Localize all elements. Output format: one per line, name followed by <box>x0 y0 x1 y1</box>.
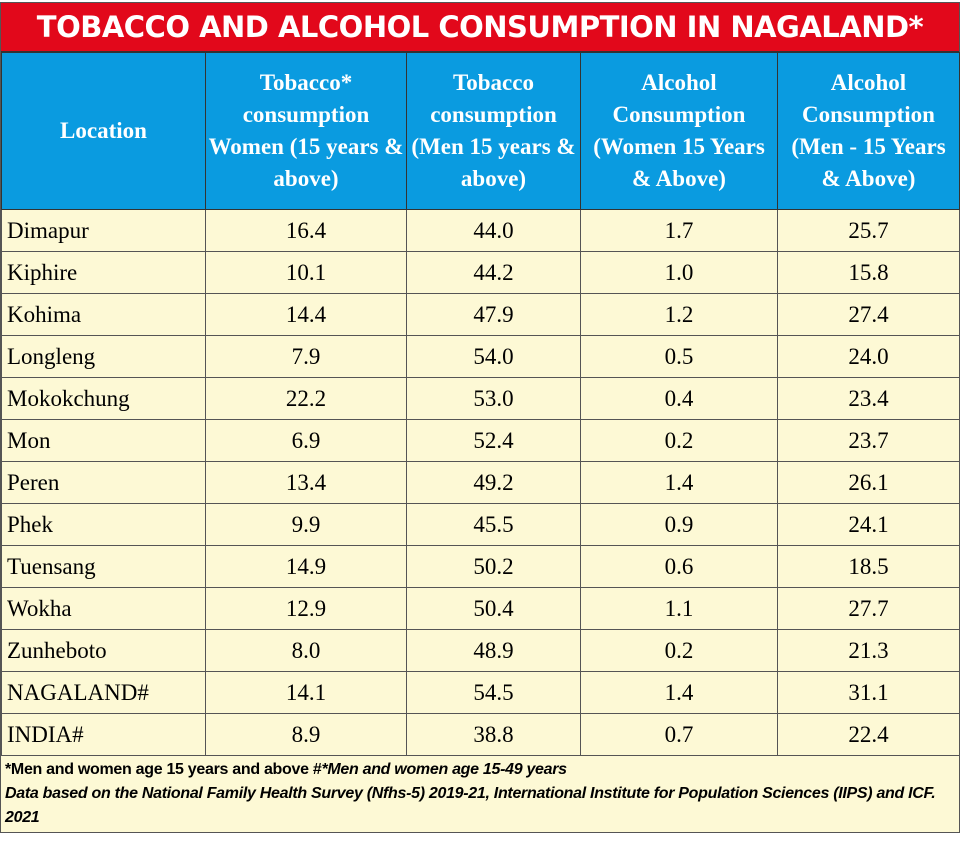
value-cell: 15.8 <box>777 251 960 294</box>
column-header: Tobacco* consumption Women (15 years & a… <box>205 52 407 210</box>
footnote-age-15-above: *Men and women age 15 years and above # <box>5 761 322 778</box>
value-cell: 44.2 <box>406 251 581 294</box>
table-row: Mokokchung 22.2 53.0 0.4 23.4 <box>1 377 960 420</box>
table-row: Zunheboto 8.0 48.9 0.2 21.3 <box>1 629 960 672</box>
location-cell: Tuensang <box>1 545 206 588</box>
footnote-age-15-49: *Men and women age 15-49 years <box>321 761 567 778</box>
table-row: Kohima 14.4 47.9 1.2 27.4 <box>1 293 960 336</box>
value-cell: 45.5 <box>406 503 581 546</box>
location-cell: INDIA# <box>1 713 206 756</box>
location-cell: Zunheboto <box>1 629 206 672</box>
location-cell: Longleng <box>1 335 206 378</box>
value-cell: 26.1 <box>777 461 960 504</box>
footnote-definitions: *Men and women age 15 years and above #*… <box>5 758 955 782</box>
value-cell: 14.4 <box>205 293 407 336</box>
value-cell: 23.7 <box>777 419 960 462</box>
location-cell: NAGALAND# <box>1 671 206 714</box>
value-cell: 50.2 <box>406 545 581 588</box>
value-cell: 0.7 <box>580 713 778 756</box>
value-cell: 23.4 <box>777 377 960 420</box>
value-cell: 1.4 <box>580 461 778 504</box>
table-row: Tuensang 14.9 50.2 0.6 18.5 <box>1 545 960 588</box>
value-cell: 8.9 <box>205 713 407 756</box>
value-cell: 0.2 <box>580 419 778 462</box>
value-cell: 48.9 <box>406 629 581 672</box>
value-cell: 27.4 <box>777 293 960 336</box>
value-cell: 31.1 <box>777 671 960 714</box>
value-cell: 18.5 <box>777 545 960 588</box>
table-row: Dimapur 16.4 44.0 1.7 25.7 <box>1 209 960 252</box>
table-row: INDIA# 8.9 38.8 0.7 22.4 <box>1 713 960 756</box>
value-cell: 0.5 <box>580 335 778 378</box>
footnote-source: Data based on the National Family Health… <box>5 785 936 826</box>
table-row: Phek 9.9 45.5 0.9 24.1 <box>1 503 960 546</box>
value-cell: 13.4 <box>205 461 407 504</box>
value-cell: 53.0 <box>406 377 581 420</box>
footnotes: *Men and women age 15 years and above #*… <box>1 756 959 832</box>
location-cell: Kohima <box>1 293 206 336</box>
location-cell: Kiphire <box>1 251 206 294</box>
table-row: Mon 6.9 52.4 0.2 23.7 <box>1 419 960 462</box>
data-table: Location Tobacco* consumption Women (15 y… <box>1 52 960 756</box>
table-row: Wokha 12.9 50.4 1.1 27.7 <box>1 587 960 630</box>
column-header: Tobacco consumption (Men 15 years & abov… <box>406 52 581 210</box>
value-cell: 54.0 <box>406 335 581 378</box>
table-row: Longleng 7.9 54.0 0.5 24.0 <box>1 335 960 378</box>
location-cell: Mon <box>1 419 206 462</box>
value-cell: 16.4 <box>205 209 407 252</box>
value-cell: 22.2 <box>205 377 407 420</box>
value-cell: 52.4 <box>406 419 581 462</box>
value-cell: 27.7 <box>777 587 960 630</box>
value-cell: 9.9 <box>205 503 407 546</box>
value-cell: 24.0 <box>777 335 960 378</box>
column-header: Location <box>1 52 206 210</box>
table-row: Peren 13.4 49.2 1.4 26.1 <box>1 461 960 504</box>
value-cell: 49.2 <box>406 461 581 504</box>
value-cell: 22.4 <box>777 713 960 756</box>
value-cell: 0.2 <box>580 629 778 672</box>
value-cell: 24.1 <box>777 503 960 546</box>
value-cell: 54.5 <box>406 671 581 714</box>
table-row: Kiphire 10.1 44.2 1.0 15.8 <box>1 251 960 294</box>
value-cell: 0.9 <box>580 503 778 546</box>
value-cell: 8.0 <box>205 629 407 672</box>
value-cell: 38.8 <box>406 713 581 756</box>
value-cell: 1.1 <box>580 587 778 630</box>
value-cell: 50.4 <box>406 587 581 630</box>
location-cell: Wokha <box>1 587 206 630</box>
table-title: TOBACCO AND ALCOHOL CONSUMPTION IN NAGAL… <box>1 3 959 52</box>
location-cell: Dimapur <box>1 209 206 252</box>
value-cell: 0.6 <box>580 545 778 588</box>
value-cell: 21.3 <box>777 629 960 672</box>
value-cell: 44.0 <box>406 209 581 252</box>
value-cell: 6.9 <box>205 419 407 462</box>
value-cell: 1.7 <box>580 209 778 252</box>
value-cell: 14.1 <box>205 671 407 714</box>
value-cell: 14.9 <box>205 545 407 588</box>
table-row: NAGALAND# 14.1 54.5 1.4 31.1 <box>1 671 960 714</box>
value-cell: 25.7 <box>777 209 960 252</box>
value-cell: 1.2 <box>580 293 778 336</box>
value-cell: 47.9 <box>406 293 581 336</box>
value-cell: 7.9 <box>205 335 407 378</box>
value-cell: 1.4 <box>580 671 778 714</box>
value-cell: 0.4 <box>580 377 778 420</box>
column-header: Alcohol Consumption (Women 15 Years & Ab… <box>580 52 778 210</box>
value-cell: 10.1 <box>205 251 407 294</box>
location-cell: Phek <box>1 503 206 546</box>
value-cell: 12.9 <box>205 587 407 630</box>
location-cell: Peren <box>1 461 206 504</box>
value-cell: 1.0 <box>580 251 778 294</box>
location-cell: Mokokchung <box>1 377 206 420</box>
column-header: Alcohol Consumption (Men - 15 Years & Ab… <box>777 52 960 210</box>
